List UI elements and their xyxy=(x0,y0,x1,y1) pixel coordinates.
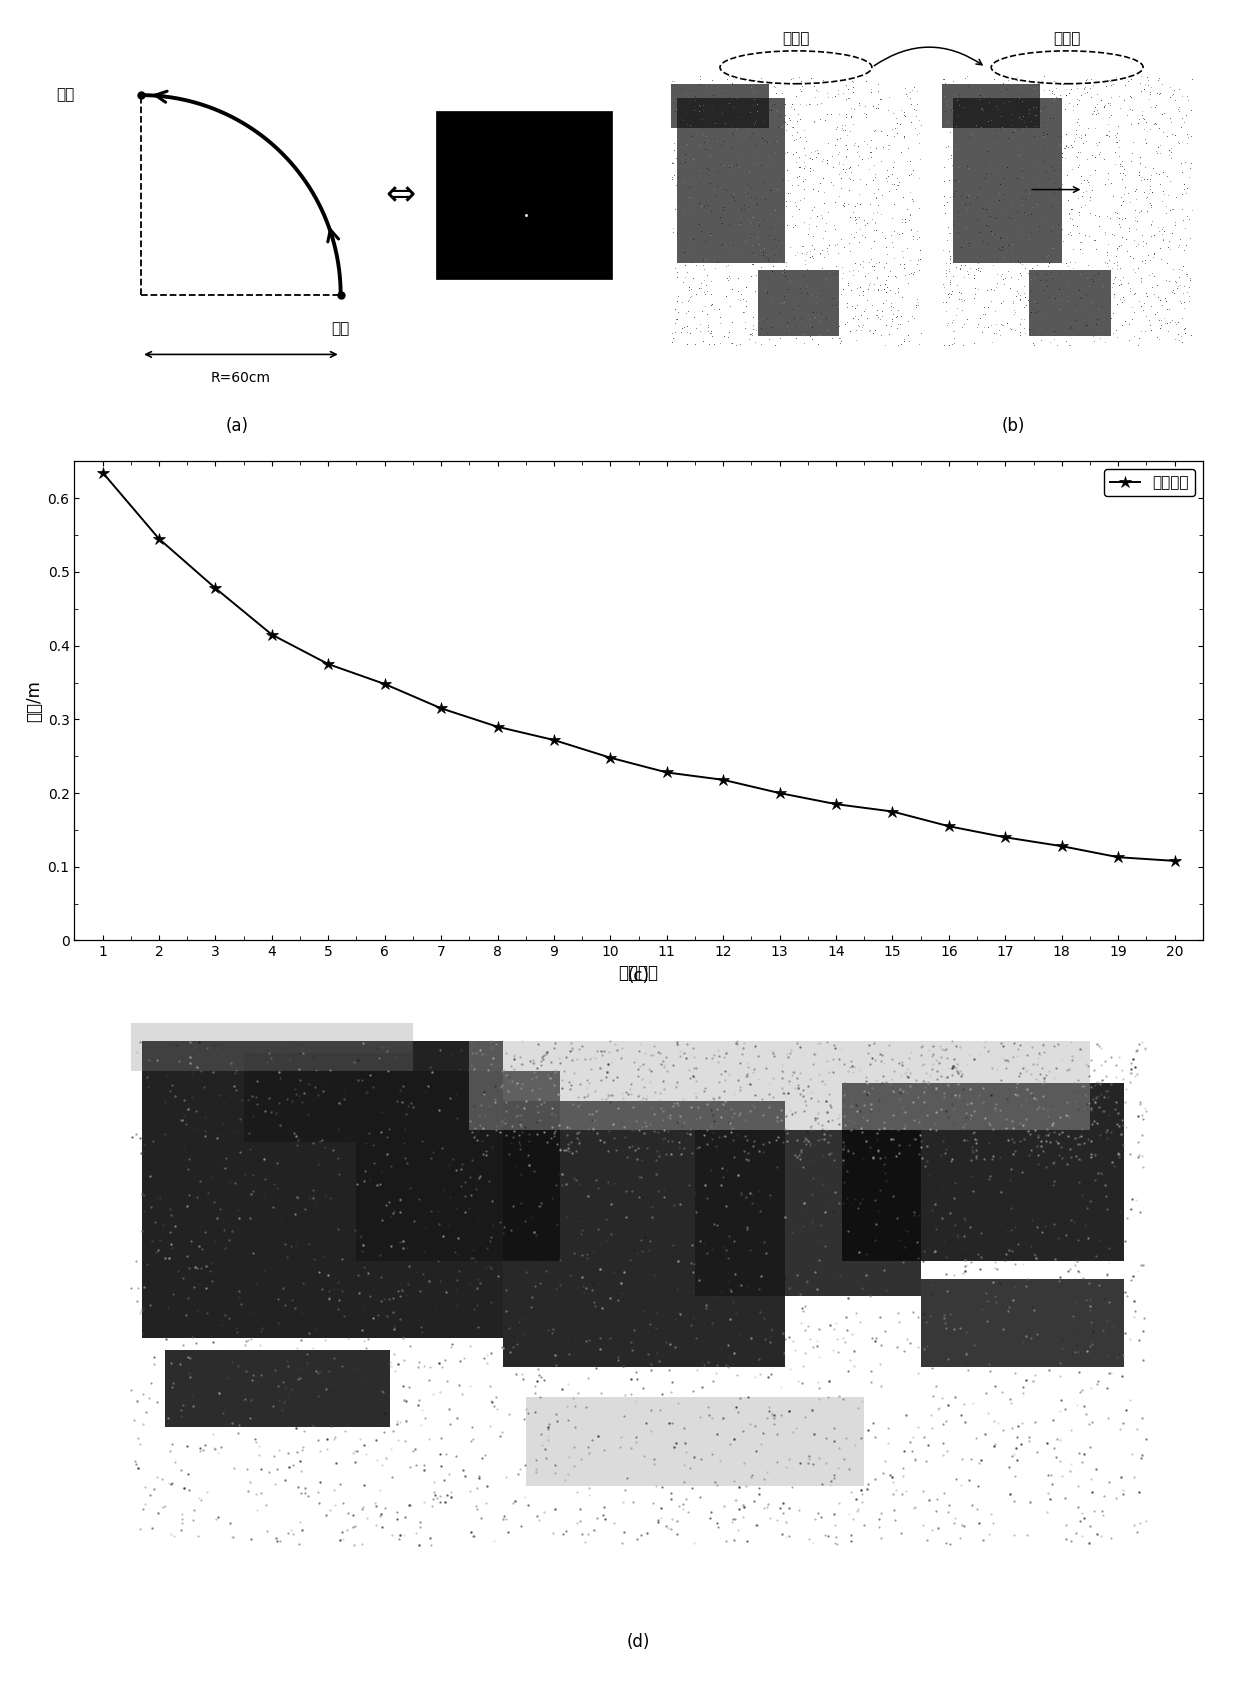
Bar xyxy=(436,111,611,279)
Bar xyxy=(131,1024,413,1071)
配准误差 xyxy=(264,625,279,645)
Legend: 配准误差: 配准误差 xyxy=(1104,470,1195,497)
Bar xyxy=(143,1042,503,1338)
Text: ⇔: ⇔ xyxy=(386,177,415,211)
配准误差 xyxy=(773,784,787,804)
Bar xyxy=(243,1054,413,1142)
Bar xyxy=(954,98,1061,262)
Bar xyxy=(503,1101,785,1368)
Text: 终点: 终点 xyxy=(56,88,74,103)
Y-axis label: 误差/m: 误差/m xyxy=(25,681,43,721)
配准误差 xyxy=(547,730,562,750)
Text: 配准前: 配准前 xyxy=(782,30,810,46)
配准误差 xyxy=(1054,836,1069,856)
X-axis label: 迭代次数: 迭代次数 xyxy=(619,963,658,981)
Text: R=60cm: R=60cm xyxy=(211,372,272,385)
配准误差 xyxy=(434,698,449,718)
Text: (c): (c) xyxy=(627,968,650,985)
配准误差 xyxy=(321,654,336,674)
Bar xyxy=(469,1042,1090,1130)
配准误差 xyxy=(660,762,675,782)
Bar xyxy=(357,1071,559,1260)
配准误差 xyxy=(377,674,392,694)
配准误差 xyxy=(95,463,110,483)
Bar xyxy=(842,1083,1123,1260)
配准误差 xyxy=(885,801,900,821)
Bar xyxy=(1029,270,1111,336)
Bar xyxy=(942,84,1040,128)
Bar xyxy=(165,1350,391,1427)
配准误差 xyxy=(1111,848,1126,868)
Line: 配准误差: 配准误差 xyxy=(97,466,1180,866)
Text: 配准后: 配准后 xyxy=(1054,30,1081,46)
配准误差 xyxy=(941,816,956,836)
配准误差 xyxy=(715,770,730,790)
配准误差 xyxy=(828,794,843,814)
Bar xyxy=(694,1130,920,1295)
Text: (d): (d) xyxy=(627,1633,650,1650)
配准误差 xyxy=(998,828,1013,848)
Text: (a): (a) xyxy=(226,417,249,434)
Bar xyxy=(671,84,769,128)
Text: (b): (b) xyxy=(1001,417,1024,434)
Bar xyxy=(526,1397,864,1486)
配准误差 xyxy=(1167,851,1182,872)
配准误差 xyxy=(603,748,618,768)
Text: 起点: 起点 xyxy=(331,321,350,336)
配准误差 xyxy=(490,716,505,736)
Bar xyxy=(677,98,785,262)
Bar xyxy=(920,1279,1123,1368)
配准误差 xyxy=(151,529,166,549)
Bar xyxy=(758,270,839,336)
配准误差 xyxy=(208,578,223,598)
